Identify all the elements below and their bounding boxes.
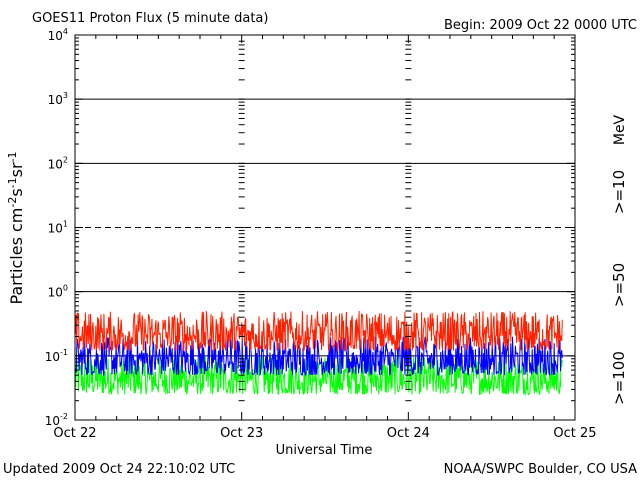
data-series	[74, 310, 563, 397]
updated-time: Updated 2009 Oct 24 22:10:02 UTC	[3, 462, 235, 477]
y-tick-label: 102	[48, 155, 68, 171]
y-tick-label: 10-2	[45, 412, 68, 428]
y-tick-label: 103	[48, 91, 68, 107]
legend-ge100: >=100	[610, 351, 628, 405]
x-tick-label: Oct 24	[387, 426, 430, 441]
y-tick-label: 104	[48, 27, 68, 43]
day-divider-ticks	[238, 40, 412, 402]
legend-unit: MeV	[612, 114, 628, 145]
x-axis-ticks: Oct 22 Oct 23 Oct 24 Oct 25	[53, 35, 597, 441]
y-tick-label: 10-1	[45, 348, 68, 364]
y-tick-label: 101	[48, 220, 68, 236]
x-axis-label: Universal Time	[276, 443, 373, 458]
x-tick-label: Oct 23	[220, 426, 263, 441]
series-line-ge10	[74, 310, 563, 353]
credit-text: NOAA/SWPC Boulder, CO USA	[444, 462, 637, 477]
x-tick-label: Oct 22	[53, 426, 96, 441]
x-tick-label: Oct 25	[553, 426, 596, 441]
chart-title: GOES11 Proton Flux (5 minute data)	[32, 11, 268, 26]
y-axis-label: Particles cm-2s-1sr-1	[6, 151, 26, 304]
series-line-ge100	[74, 355, 563, 397]
legend-ge50: >=50	[610, 263, 628, 307]
legend-ge10: >=10	[610, 170, 628, 214]
y-axis-ticks: 10-2 10-1 100 101 102 103 104	[45, 27, 575, 428]
begin-time: Begin: 2009 Oct 22 0000 UTC	[444, 18, 637, 33]
y-tick-label: 100	[48, 284, 68, 300]
